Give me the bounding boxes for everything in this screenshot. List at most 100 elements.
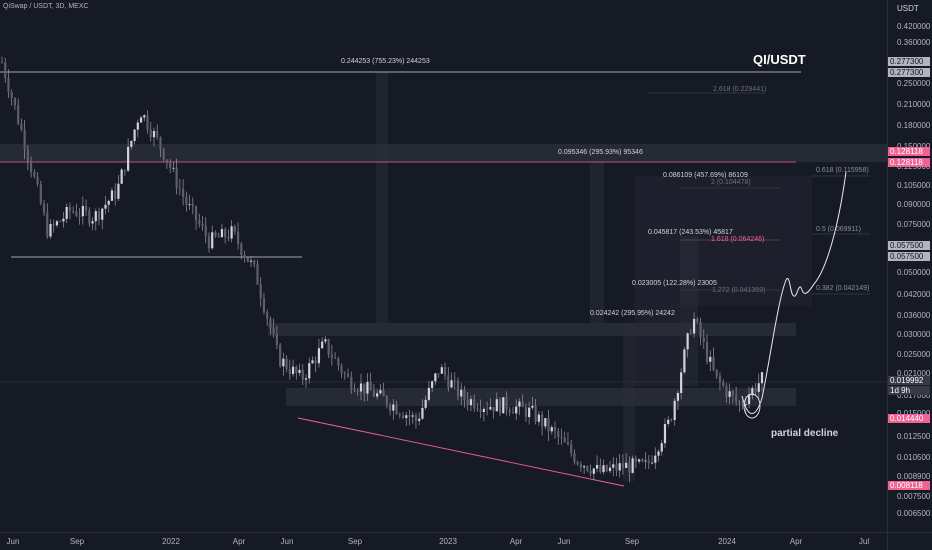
candle-body	[88, 210, 91, 224]
price-tick-label: 0.050000	[897, 268, 931, 277]
time-tick-label: Jun	[557, 537, 571, 546]
candle-body	[204, 225, 207, 237]
candle-body	[456, 380, 460, 397]
current-price-band	[0, 381, 887, 383]
fib-label: 0.618 (0.115958)	[816, 167, 869, 174]
candle-body	[673, 400, 676, 421]
candle-body	[363, 383, 366, 394]
candle-body	[625, 462, 628, 469]
candle-body	[104, 204, 107, 209]
candle-body	[343, 373, 346, 375]
candle-body	[175, 167, 178, 188]
candle-body	[376, 393, 379, 397]
candle-body	[757, 383, 760, 392]
time-tick-label: 2022	[162, 537, 180, 546]
fib-label: 2 (0.104478)	[711, 179, 751, 186]
candle-body	[754, 388, 757, 392]
candle-body	[366, 381, 369, 394]
candle-body	[39, 184, 42, 204]
candle-body	[424, 399, 427, 408]
candle-body	[482, 408, 485, 413]
candle-body	[298, 369, 301, 373]
price-tick-label: 0.420000	[897, 22, 931, 31]
candle-body	[411, 415, 414, 417]
price-tag: 1d 9h	[888, 386, 930, 395]
candle-body	[692, 318, 696, 334]
fib-label: 0.5 (0.069911)	[816, 226, 862, 233]
candle-body	[185, 196, 188, 205]
candle-body	[10, 92, 13, 98]
candle-body	[615, 464, 618, 471]
candle-body	[676, 392, 680, 401]
candle-body	[188, 204, 191, 205]
candle-body	[68, 206, 72, 212]
candle-body	[321, 341, 324, 349]
candle-body	[275, 334, 278, 346]
price-tick-label: 0.075000	[897, 220, 931, 229]
candle-body	[595, 464, 599, 469]
candle-body	[418, 418, 421, 421]
price-tag: 0.057500	[888, 252, 930, 261]
candle-body	[505, 397, 508, 410]
chart-title: QI/USDT	[753, 52, 806, 67]
candle-body	[110, 190, 114, 201]
candle-body	[253, 260, 256, 264]
price-tag: 0.008118	[888, 481, 930, 490]
candle-body	[683, 349, 686, 373]
candle-body	[744, 404, 747, 405]
candle-body	[75, 211, 78, 216]
measure-box	[634, 176, 680, 386]
candle-body	[136, 122, 139, 130]
candle-body	[709, 356, 712, 362]
candle-body	[557, 431, 560, 437]
candle-body	[55, 221, 59, 226]
candle-body	[453, 380, 456, 382]
candle-body	[42, 203, 46, 213]
candle-body	[301, 369, 304, 380]
candle-body	[592, 468, 595, 474]
candle-body	[198, 220, 201, 224]
candle-body	[735, 395, 738, 402]
candle-body	[641, 459, 644, 462]
measure-label: 0.045817 (243.53%) 45817	[648, 229, 733, 236]
candle-body	[421, 407, 424, 419]
candle-body	[243, 254, 246, 258]
candle-body	[511, 411, 515, 414]
candle-body	[130, 140, 133, 147]
fib-label: 1.618 (0.064246)	[711, 236, 765, 243]
candle-body	[49, 223, 52, 237]
fib-label: 2.618 (0.229441)	[713, 86, 767, 93]
candle-body	[712, 356, 715, 370]
candle-body	[751, 388, 754, 396]
candle-body	[680, 372, 683, 393]
candle-body	[434, 373, 437, 382]
candle-body	[314, 360, 317, 364]
candle-body	[401, 415, 405, 419]
candle-body	[295, 366, 298, 373]
candle-body	[46, 212, 49, 237]
candle-body	[460, 389, 463, 397]
price-tag: 0.014440	[888, 414, 930, 423]
time-tick-label: Sep	[624, 537, 640, 546]
time-tick-label: Apr	[509, 537, 523, 546]
candle-body	[431, 381, 434, 388]
candle-body	[521, 401, 524, 408]
price-tick-label: 0.105000	[897, 181, 931, 190]
candle-body	[169, 163, 172, 169]
decline-circle	[743, 393, 761, 419]
candle-body	[62, 218, 65, 222]
price-tick-label: 0.210000	[897, 100, 931, 109]
candle-body	[256, 263, 259, 285]
candle-body	[123, 169, 126, 171]
candle-body	[498, 399, 502, 414]
price-tick-label: 0.012500	[897, 432, 931, 441]
candle-body	[201, 223, 204, 226]
measure-column	[376, 72, 388, 323]
candle-body	[573, 453, 576, 463]
price-tick-label: 0.017000	[897, 391, 931, 400]
candle-body	[612, 464, 615, 468]
price-tick-label: 0.360000	[897, 38, 931, 47]
candle-body	[489, 406, 492, 410]
